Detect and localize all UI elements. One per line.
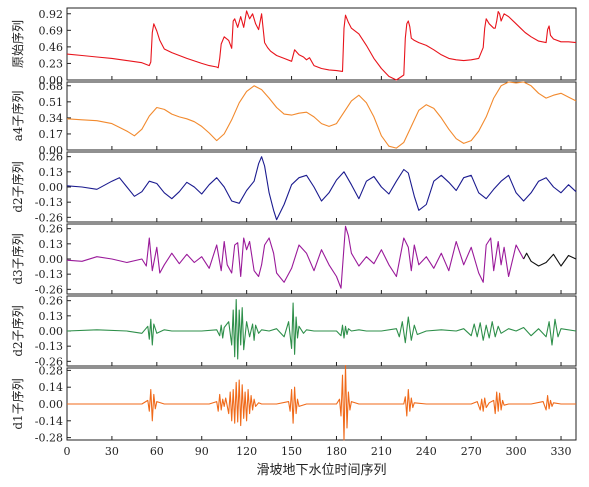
x-tick-label: 330 bbox=[551, 445, 572, 458]
y-tick-label: 0.28 bbox=[39, 364, 64, 377]
y-tick-label: 0.13 bbox=[39, 166, 64, 179]
panel-frame bbox=[66, 151, 577, 223]
y-tick-label: 0.51 bbox=[39, 96, 64, 109]
x-tick-label: 0 bbox=[64, 445, 71, 458]
y-tick-label: 0.14 bbox=[39, 381, 64, 394]
panel-6: -0.28 -0.14 0.00 0.14 0.28 d1子序列 bbox=[10, 364, 577, 445]
x-tick-label: 300 bbox=[506, 445, 527, 458]
series-line-2 bbox=[523, 252, 577, 267]
y-tick-label: 0.69 bbox=[39, 24, 64, 37]
y-tick-label: 0.68 bbox=[39, 80, 64, 93]
y-tick-label: 0.34 bbox=[39, 112, 64, 125]
x-tick-label: 210 bbox=[371, 445, 392, 458]
series-line-1 bbox=[66, 225, 525, 289]
panel-2: 0.00 0.17 0.34 0.51 0.68 a4子序列 bbox=[10, 80, 577, 157]
y-tick-label: 0.13 bbox=[39, 238, 64, 251]
y-axis-label: 原始序列 bbox=[10, 20, 25, 68]
y-tick-label: 0.17 bbox=[39, 128, 64, 141]
y-tick-label: 0.92 bbox=[39, 8, 64, 21]
y-tick-label: -0.28 bbox=[35, 432, 63, 445]
x-tick-label: 240 bbox=[416, 445, 437, 458]
x-tick-label: 30 bbox=[105, 445, 119, 458]
series-line-1 bbox=[66, 81, 577, 149]
panel-frame bbox=[66, 81, 577, 151]
x-tick-label: 60 bbox=[150, 445, 164, 458]
panel-frame bbox=[66, 7, 577, 81]
x-tick-label: 120 bbox=[236, 445, 257, 458]
series-line-1 bbox=[66, 156, 577, 221]
series-line-1 bbox=[67, 365, 576, 441]
y-tick-label: -0.13 bbox=[35, 196, 63, 209]
panel-frame bbox=[66, 223, 577, 295]
panel-4: -0.26 -0.13 0.00 0.13 0.26 d3子序列 bbox=[10, 223, 577, 296]
panel-1: 0.00 0.23 0.46 0.69 0.92 原始序列 bbox=[10, 7, 577, 87]
y-tick-label: -0.14 bbox=[35, 415, 63, 428]
y-axis-label: d1子序列 bbox=[10, 378, 25, 429]
y-tick-label: 0.13 bbox=[39, 310, 64, 323]
y-tick-label: -0.26 bbox=[35, 355, 63, 368]
y-tick-label: 0.26 bbox=[39, 151, 64, 164]
series-line-1 bbox=[66, 10, 577, 81]
y-axis-label: d2子序列 bbox=[10, 161, 25, 212]
x-tick-label: 270 bbox=[461, 445, 482, 458]
y-tick-label: 0.00 bbox=[39, 74, 64, 87]
panel-5: -0.26 -0.13 0.00 0.13 0.26 d2子序列 bbox=[10, 295, 577, 368]
y-tick-label: 0.00 bbox=[39, 144, 64, 157]
y-tick-label: 0.00 bbox=[39, 325, 64, 338]
x-tick-label: 180 bbox=[326, 445, 347, 458]
y-tick-label: -0.13 bbox=[35, 268, 63, 281]
panel-3: -0.26 -0.13 0.00 0.13 0.26 d2子序列 bbox=[10, 151, 577, 224]
x-axis-label: 滑坡地下水位时间序列 bbox=[256, 463, 386, 478]
y-tick-label: 0.46 bbox=[39, 41, 64, 54]
y-axis-label: d3子序列 bbox=[10, 233, 25, 284]
y-tick-label: 0.00 bbox=[39, 398, 64, 411]
y-tick-label: 0.26 bbox=[39, 223, 64, 236]
y-tick-label: -0.26 bbox=[35, 211, 63, 224]
y-tick-label: 0.26 bbox=[39, 295, 64, 308]
y-tick-label: 0.23 bbox=[39, 57, 64, 70]
y-tick-label: 0.00 bbox=[39, 181, 64, 194]
x-tick-label: 150 bbox=[281, 445, 302, 458]
y-axis-label: d2子序列 bbox=[10, 305, 25, 356]
series-line-1 bbox=[66, 298, 577, 360]
y-axis-label: a4子序列 bbox=[10, 91, 25, 142]
x-tick-label: 90 bbox=[195, 445, 209, 458]
y-tick-label: -0.13 bbox=[35, 340, 63, 353]
y-tick-label: -0.26 bbox=[35, 283, 63, 296]
y-tick-label: 0.00 bbox=[39, 253, 64, 266]
